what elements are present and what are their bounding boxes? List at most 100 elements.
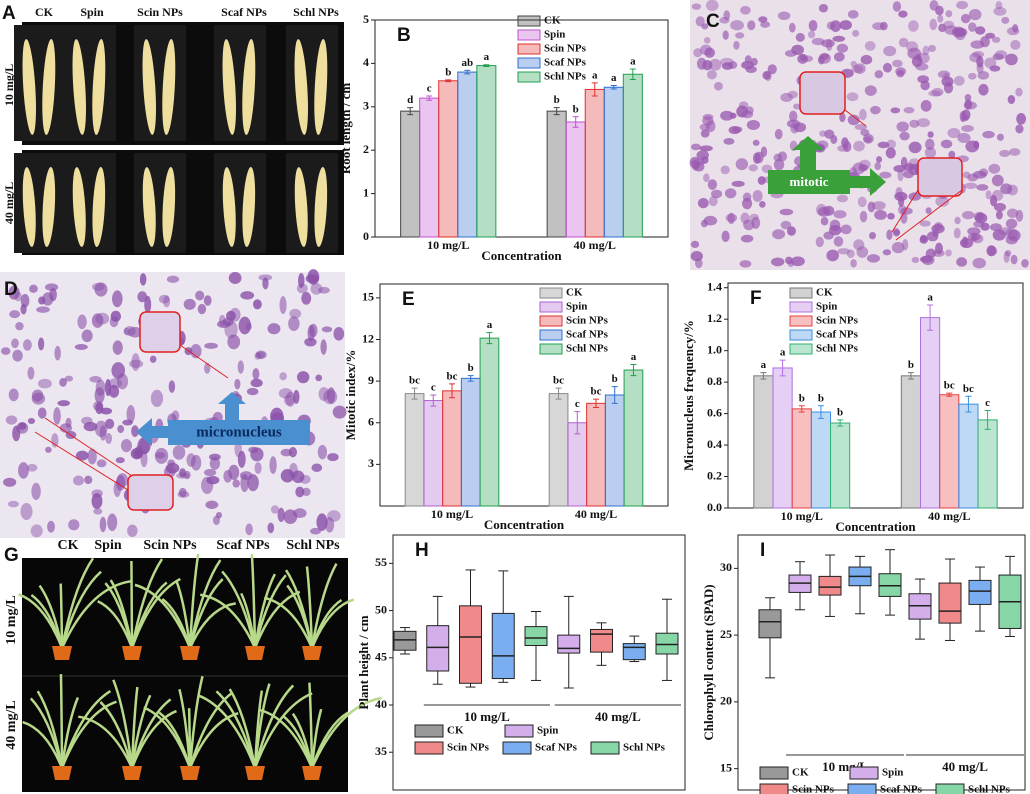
y-axis-label: Micronucleus frequency/% [681, 320, 696, 471]
cell [859, 108, 867, 121]
cell [968, 22, 977, 32]
y-axis-label: Mitotic index/% [343, 350, 358, 441]
cell [179, 468, 187, 478]
cell [1016, 113, 1027, 125]
significance-letter: bc [447, 370, 458, 382]
cell [227, 334, 241, 350]
cell [836, 43, 849, 53]
leaf [250, 554, 257, 649]
cell [996, 133, 1004, 141]
cell [9, 310, 21, 319]
bar [479, 337, 500, 507]
cell [787, 90, 798, 99]
legend-swatch [517, 57, 541, 69]
significance-letter: a [487, 319, 493, 331]
significance-letter: a [631, 351, 637, 363]
cell [297, 273, 305, 288]
cell [991, 36, 1001, 43]
significance-letter: ab [461, 57, 473, 69]
root [162, 167, 176, 247]
column-label: Spin [94, 538, 121, 553]
cell [885, 147, 896, 159]
cell [916, 118, 931, 128]
cell [117, 424, 125, 434]
cell [1010, 40, 1021, 50]
cell [216, 320, 231, 328]
root [162, 39, 176, 135]
cell [899, 131, 910, 141]
cell [11, 338, 19, 349]
legend-label: Scin NPs [816, 315, 859, 327]
cell [20, 293, 30, 308]
significance-letter: b [818, 392, 824, 404]
error-bar [593, 398, 599, 408]
cell [702, 113, 714, 120]
cell [105, 418, 115, 430]
cell [735, 32, 745, 39]
cell [690, 240, 700, 249]
y-tick-label: 0.4 [707, 437, 722, 451]
error-bar [407, 107, 414, 116]
legend-swatch [789, 343, 813, 355]
legend-swatch [539, 315, 563, 327]
y-tick-label: 45 [375, 650, 387, 664]
cell [1010, 254, 1018, 265]
box [590, 628, 613, 653]
cell [254, 462, 262, 474]
cell [53, 407, 61, 425]
error-bar [555, 387, 562, 400]
cell [288, 316, 300, 331]
cell [108, 384, 120, 398]
cell [703, 215, 718, 226]
cell [990, 195, 998, 207]
cell [968, 72, 977, 80]
cell [267, 323, 281, 335]
photo-tile [214, 25, 266, 141]
bar [546, 110, 567, 238]
cell [327, 453, 339, 462]
cell [754, 151, 764, 164]
cell [821, 39, 835, 48]
cell [8, 388, 19, 402]
cell [1008, 148, 1021, 156]
cell [993, 6, 1007, 16]
root [22, 39, 36, 135]
cell [892, 1, 902, 12]
significance-letter: b [799, 392, 805, 404]
annotation: mitotic [790, 174, 829, 189]
cell [190, 344, 202, 359]
bar [400, 110, 421, 238]
cell [246, 387, 259, 396]
cell [318, 286, 330, 294]
cell [14, 291, 22, 302]
cell [724, 188, 737, 199]
pot [52, 646, 72, 660]
legend-label: Scaf NPs [880, 784, 923, 794]
cell [1007, 95, 1016, 105]
cell [759, 200, 766, 208]
cell [197, 303, 207, 315]
legend-swatch [539, 287, 563, 299]
cell [745, 66, 757, 73]
cell [839, 20, 852, 30]
error-bar [630, 363, 637, 377]
cell [962, 171, 971, 179]
significance-letter: c [427, 82, 432, 94]
cell [332, 405, 347, 419]
cell [833, 52, 845, 62]
cell [886, 229, 893, 240]
cell [883, 45, 897, 57]
cell [928, 44, 936, 53]
cell [326, 387, 336, 404]
cell [720, 110, 734, 121]
legend-label: Scin NPs [792, 784, 835, 794]
leaf [263, 596, 314, 649]
cell [720, 165, 730, 175]
cell [723, 10, 731, 21]
cell [321, 326, 333, 333]
cell [791, 44, 804, 56]
leaf [253, 683, 271, 769]
cell [27, 417, 36, 425]
cell [961, 125, 974, 132]
y-tick-label: 15 [720, 760, 732, 774]
